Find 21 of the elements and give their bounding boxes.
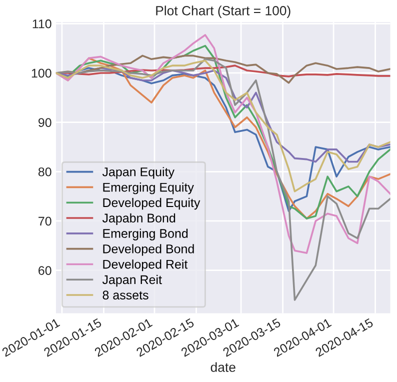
legend-label: 8 assets [102, 290, 148, 300]
line-series [56, 60, 390, 192]
y-tick-label: 70 [38, 216, 52, 226]
chart-title: Plot Chart (Start = 100) [156, 6, 290, 18]
legend-label: Developed Bond [103, 244, 194, 256]
legend-label: Japabn Bond [102, 213, 176, 225]
y-tick-label: 90 [38, 118, 52, 127]
legend-label: Japan Equity [102, 167, 174, 179]
legend-label: Emerging Equity [103, 182, 194, 194]
y-tick-label: 80 [38, 167, 52, 176]
legend-label: Japan Reit [102, 274, 162, 287]
legend-label: Developed Reit [103, 260, 188, 272]
y-tick-label: 110 [32, 19, 52, 28]
y-tick-label: 60 [38, 266, 52, 275]
line-series [56, 58, 390, 301]
line-series [56, 54, 390, 84]
x-axis-title: date [210, 362, 236, 372]
legend-label: Developed Equity [103, 198, 200, 210]
y-tick-label: 100 [32, 68, 52, 78]
legend-label: Emerging Bond [103, 228, 188, 240]
line-series [56, 34, 390, 254]
